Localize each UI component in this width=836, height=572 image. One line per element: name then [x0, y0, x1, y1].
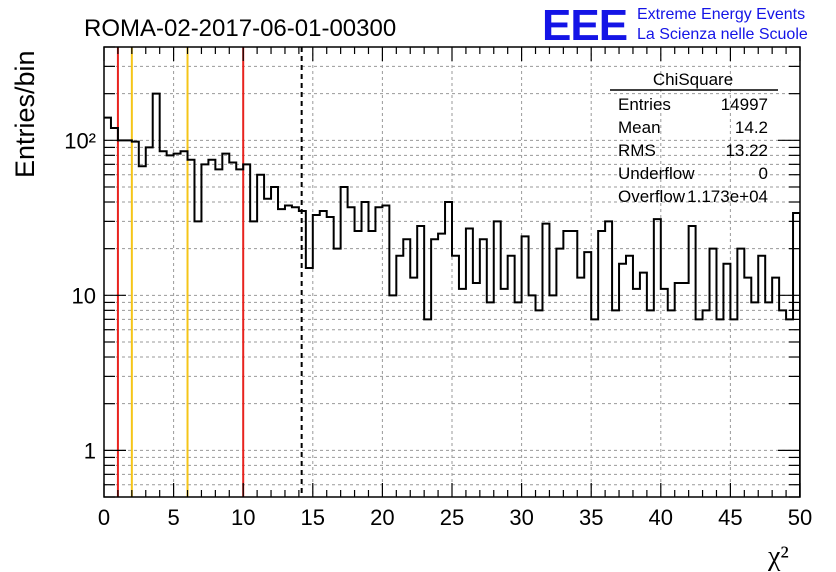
histogram-line [104, 92, 800, 497]
x-tick-label: 20 [370, 505, 394, 530]
stats-rows: Entries 14997 Mean 14.2 RMS 13.22 Underflow 0 Ov… [618, 95, 768, 206]
stats-value: 0 [759, 164, 768, 183]
histogram-series [104, 92, 800, 497]
stats-value: 14.2 [735, 118, 768, 137]
stats-value: 13.22 [725, 141, 768, 160]
reference-lines [116, 47, 303, 497]
y-tick-label: 1 [84, 438, 96, 463]
x-tick-label: 15 [301, 505, 325, 530]
x-tick-label: 0 [98, 505, 110, 530]
logo-line-1: Extreme Energy Events [637, 6, 805, 23]
eee-logo: EEE Extreme Energy Events La Scienza nel… [542, 1, 808, 50]
x-tick-label: 45 [718, 505, 742, 530]
x-tick-label: 35 [579, 505, 603, 530]
x-tick-label: 10 [231, 505, 255, 530]
plot-axes [103, 46, 801, 498]
logo-line-2: La Scienza nelle Scuole [637, 26, 808, 43]
stats-label: Entries [618, 95, 671, 114]
run-title: ROMA-02-2017-06-01-00300 [84, 15, 396, 42]
x-tick-label: 50 [788, 505, 812, 530]
stats-label: Underflow [618, 164, 695, 183]
stats-value: 1.173e+04 [687, 187, 768, 206]
stats-value: 14997 [721, 95, 768, 114]
tick-labels: 0 5 10 15 20 25 30 35 40 45 50 1 10 10² [64, 128, 812, 530]
stats-label: Overflow [618, 187, 686, 206]
x-tick-label: 40 [649, 505, 673, 530]
stats-title: ChiSquare [653, 70, 733, 89]
stats-box: ChiSquare Entries 14997 Mean 14.2 RMS 13.22 Un… [610, 70, 778, 206]
stats-label: RMS [618, 141, 656, 160]
y-tick-label: 10 [72, 283, 96, 308]
x-tick-label: 25 [440, 505, 464, 530]
x-tick-label: 5 [167, 505, 179, 530]
x-tick-label: 30 [509, 505, 533, 530]
y-axis-title: Entries/bin [10, 50, 40, 178]
logo-mark: EEE [542, 1, 627, 50]
stats-label: Mean [618, 118, 661, 137]
grid-lines [104, 47, 800, 497]
x-axis-title: χ² [767, 541, 789, 572]
y-tick-label: 10² [64, 128, 96, 153]
